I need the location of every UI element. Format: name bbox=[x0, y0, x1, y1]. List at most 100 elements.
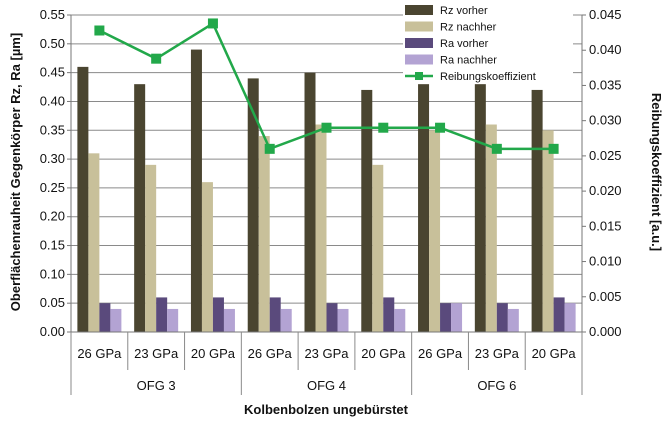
legend-label: Rz nachher bbox=[440, 22, 497, 34]
right-axis-ticks: 0.000 0.005 0.010 0.015 0.020 0.025 0.030 0.035… bbox=[582, 7, 622, 339]
friction-marker bbox=[94, 25, 105, 36]
bar-rz-vorher bbox=[418, 84, 430, 332]
bar-rz-nachher bbox=[258, 136, 270, 332]
bar-rz-nachher bbox=[542, 130, 554, 332]
left-tick-label: 0.10 bbox=[40, 266, 65, 281]
legend: Rz vorher Rz nachher Ra vorher Ra nachher Re… bbox=[403, 2, 573, 84]
category-labels: 26 GPa 23 GPa 20 GPa 26 GPa 23 GPa 20 GPa 26 G… bbox=[70, 332, 583, 370]
y2-axis-title: Reibungskoeffizient [a.u.] bbox=[649, 93, 664, 251]
bar-ra-nachher bbox=[110, 308, 122, 332]
group-label: OFG 6 bbox=[477, 378, 516, 393]
bar-ra-vorher bbox=[269, 297, 281, 332]
left-tick-label: 0.30 bbox=[40, 151, 65, 166]
bar-rz-vorher bbox=[247, 78, 259, 333]
legend-swatch bbox=[405, 38, 433, 48]
bar-rz-nachher bbox=[201, 182, 213, 332]
bar-ra-vorher bbox=[553, 297, 565, 332]
left-tick-label: 0.55 bbox=[40, 7, 65, 22]
bar-ra-nachher bbox=[280, 308, 292, 332]
bar-rz-vorher bbox=[474, 84, 486, 332]
left-tick-label: 0.45 bbox=[40, 65, 65, 80]
legend-label: Ra vorher bbox=[440, 38, 489, 50]
friction-marker bbox=[491, 143, 502, 154]
group-labels: OFG 3 OFG 4 OFG 6 bbox=[70, 370, 583, 395]
category-label: 26 GPa bbox=[418, 346, 463, 361]
bar-rz-vorher bbox=[361, 89, 373, 332]
left-tick-label: 0.35 bbox=[40, 122, 65, 137]
friction-marker bbox=[207, 18, 218, 29]
friction-marker bbox=[378, 122, 389, 133]
bar-rz-nachher bbox=[88, 153, 100, 332]
right-tick-label: 0.045 bbox=[589, 7, 622, 22]
bar-ra-vorher bbox=[326, 303, 338, 332]
bar-ra-nachher bbox=[337, 308, 349, 332]
bar-ra-vorher bbox=[99, 303, 111, 332]
category-label: 20 GPa bbox=[532, 346, 577, 361]
right-tick-label: 0.020 bbox=[589, 183, 622, 198]
bar-ra-vorher bbox=[440, 303, 452, 332]
bar-rz-nachher bbox=[372, 164, 384, 332]
right-tick-label: 0.015 bbox=[589, 218, 622, 233]
right-tick-label: 0.025 bbox=[589, 148, 622, 163]
group-label: OFG 4 bbox=[307, 378, 346, 393]
bar-ra-nachher bbox=[394, 308, 406, 332]
bar-rz-nachher bbox=[315, 124, 327, 332]
bar-ra-vorher bbox=[212, 297, 224, 332]
legend-label: Reibungskoeffizient bbox=[440, 71, 536, 83]
category-label: 23 GPa bbox=[134, 346, 179, 361]
legend-label: Rz vorher bbox=[440, 5, 488, 17]
bar-rz-nachher bbox=[429, 130, 441, 332]
x-axis-title: Kolbenbolzen ungebürstet bbox=[244, 402, 409, 417]
bar-ra-vorher bbox=[496, 303, 508, 332]
bar-ra-vorher bbox=[383, 297, 395, 332]
friction-marker bbox=[151, 53, 162, 64]
bar-ra-nachher bbox=[564, 303, 576, 332]
legend-swatch bbox=[405, 5, 433, 15]
legend-marker bbox=[415, 72, 423, 80]
bar-rz-vorher bbox=[531, 89, 543, 332]
right-tick-label: 0.040 bbox=[589, 42, 622, 57]
bar-ra-nachher bbox=[167, 308, 179, 332]
category-label: 23 GPa bbox=[475, 346, 520, 361]
legend-swatch bbox=[405, 54, 433, 65]
bar-rz-nachher bbox=[485, 124, 497, 332]
left-tick-label: 0.20 bbox=[40, 209, 65, 224]
left-tick-label: 0.25 bbox=[40, 180, 65, 195]
left-tick-label: 0.15 bbox=[40, 238, 65, 253]
legend-swatch bbox=[405, 21, 433, 32]
friction-marker bbox=[264, 143, 275, 154]
bar-rz-vorher bbox=[134, 84, 146, 332]
right-tick-label: 0.000 bbox=[589, 324, 622, 339]
left-tick-label: 0.00 bbox=[40, 324, 65, 339]
left-tick-label: 0.05 bbox=[40, 295, 65, 310]
bar-ra-nachher bbox=[223, 308, 235, 332]
left-axis-ticks: 0.00 0.05 0.10 0.15 0.20 0.25 0.30 0.35 0.40 0.45… bbox=[40, 7, 71, 339]
bar-rz-vorher bbox=[77, 66, 89, 332]
line-series bbox=[94, 18, 559, 154]
category-label: 20 GPa bbox=[191, 346, 236, 361]
friction-marker bbox=[548, 143, 559, 154]
right-tick-label: 0.030 bbox=[589, 113, 622, 128]
category-label: 23 GPa bbox=[304, 346, 349, 361]
friction-marker bbox=[321, 122, 332, 133]
bar-ra-vorher bbox=[156, 297, 168, 332]
axes bbox=[70, 15, 583, 333]
legend-label: Ra nachher bbox=[440, 55, 497, 67]
right-tick-label: 0.035 bbox=[589, 77, 622, 92]
y-axis-title: Oberflächenrauheit Gegenkörper Rz, Ra [µ… bbox=[8, 33, 23, 311]
category-label: 26 GPa bbox=[248, 346, 293, 361]
bar-series bbox=[77, 49, 576, 333]
category-label: 20 GPa bbox=[361, 346, 406, 361]
left-tick-label: 0.50 bbox=[40, 36, 65, 51]
friction-marker bbox=[435, 122, 446, 133]
bar-rz-vorher bbox=[190, 49, 202, 332]
bar-ra-nachher bbox=[507, 308, 519, 332]
group-label: OFG 3 bbox=[137, 378, 176, 393]
right-tick-label: 0.010 bbox=[589, 254, 622, 269]
bar-ra-nachher bbox=[451, 303, 463, 332]
right-tick-label: 0.005 bbox=[589, 289, 622, 304]
left-tick-label: 0.40 bbox=[40, 93, 65, 108]
bar-rz-vorher bbox=[304, 72, 316, 333]
